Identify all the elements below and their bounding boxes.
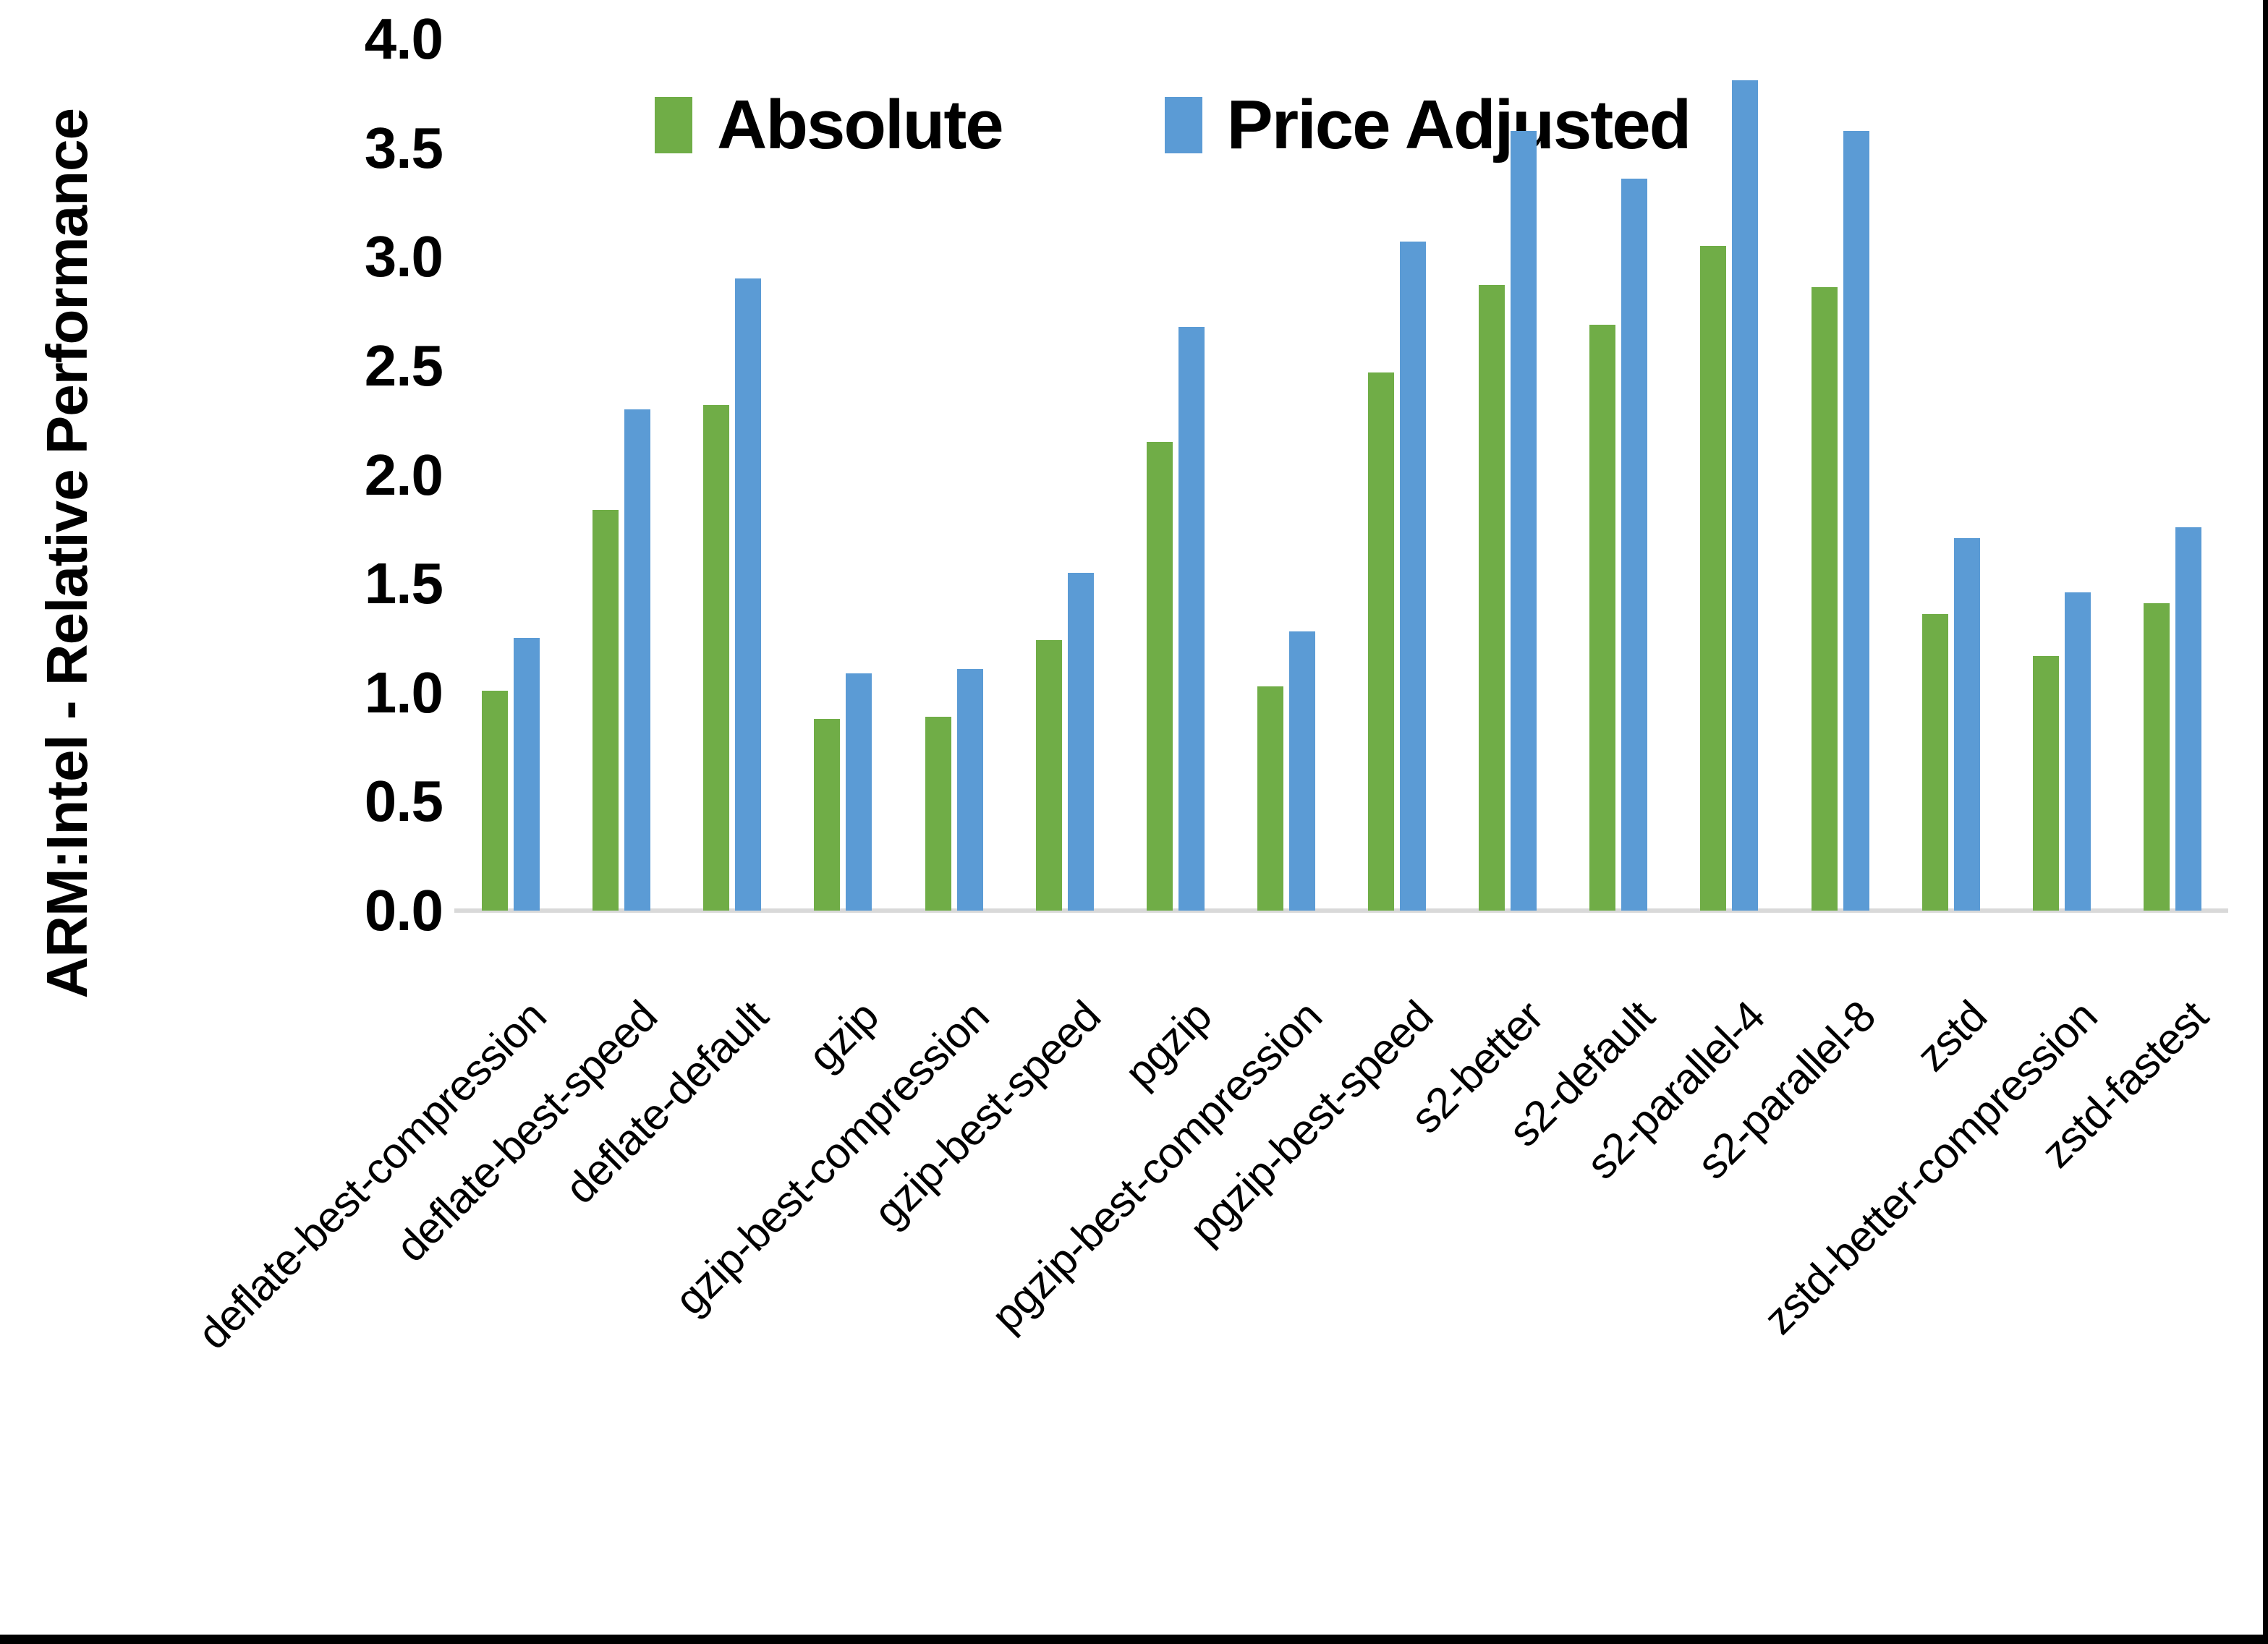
- bar-price-adjusted-s2-parallel-4: [1732, 80, 1758, 911]
- bar-absolute-s2-parallel-8: [1812, 287, 1838, 911]
- legend-label-price-adjusted: Price Adjusted: [1226, 86, 1692, 163]
- y-tick-label-2.0: 2.0: [364, 443, 443, 507]
- bar-price-adjusted-deflate-best-speed: [624, 409, 650, 911]
- y-tick-label-4.0: 4.0: [364, 7, 443, 71]
- bar-price-adjusted-deflate-default: [735, 278, 761, 911]
- x-category-label-zstd: zstd: [1907, 992, 1996, 1081]
- bar-absolute-deflate-best-compression: [482, 691, 508, 911]
- y-tick-label-1.5: 1.5: [364, 551, 443, 616]
- bar-absolute-pgzip-best-speed: [1368, 372, 1394, 911]
- y-axis-title: ARM:Intel - Relative Performance: [13, 22, 122, 1085]
- window-border-right: [2263, 0, 2268, 1644]
- bar-absolute-zstd: [1922, 614, 1948, 911]
- y-tick-label-2.5: 2.5: [364, 333, 443, 398]
- bar-absolute-pgzip: [1147, 442, 1173, 911]
- window-border-bottom: [0, 1635, 2268, 1644]
- bar-price-adjusted-zstd-better-compression: [2065, 592, 2091, 911]
- bar-absolute-gzip: [814, 719, 840, 911]
- bar-price-adjusted-gzip: [846, 673, 872, 911]
- bar-price-adjusted-pgzip-best-speed: [1400, 242, 1426, 911]
- y-tick-label-0.5: 0.5: [364, 769, 443, 833]
- bar-price-adjusted-pgzip-best-compression: [1289, 631, 1315, 911]
- bar-price-adjusted-pgzip: [1178, 327, 1205, 911]
- bar-price-adjusted-s2-default: [1621, 179, 1647, 911]
- legend-swatch-price-adjusted: [1164, 97, 1202, 153]
- x-category-label-pgzip: pgzip: [1115, 992, 1220, 1097]
- bar-absolute-zstd-better-compression: [2033, 656, 2059, 911]
- y-tick-label-3.5: 3.5: [364, 116, 443, 180]
- bar-absolute-s2-better: [1479, 285, 1505, 911]
- bar-absolute-pgzip-best-compression: [1257, 686, 1283, 911]
- legend-entry-price-adjusted: Price Adjusted: [1164, 85, 1692, 165]
- y-axis-title-text: ARM:Intel - Relative Performance: [35, 108, 99, 999]
- bar-absolute-deflate-default: [703, 405, 729, 911]
- bar-price-adjusted-s2-parallel-8: [1843, 131, 1869, 911]
- bar-absolute-zstd-fastest: [2144, 603, 2170, 911]
- y-tick-label-3.0: 3.0: [364, 224, 443, 289]
- bar-absolute-deflate-best-speed: [593, 510, 619, 911]
- x-axis-line: [454, 908, 2228, 913]
- bar-price-adjusted-zstd: [1954, 538, 1980, 911]
- legend-swatch-absolute: [655, 97, 692, 153]
- y-tick-label-0.0: 0.0: [364, 878, 443, 942]
- bar-price-adjusted-s2-better: [1511, 131, 1537, 911]
- bar-absolute-gzip-best-speed: [1036, 640, 1062, 911]
- bar-price-adjusted-gzip-best-compression: [957, 669, 983, 911]
- bar-price-adjusted-deflate-best-compression: [514, 638, 540, 911]
- legend: Absolute Price Adjusted: [655, 85, 1692, 165]
- y-tick-label-1.0: 1.0: [364, 660, 443, 725]
- legend-label-absolute: Absolute: [717, 86, 1004, 163]
- legend-entry-absolute: Absolute: [655, 85, 1004, 165]
- bar-absolute-gzip-best-compression: [925, 717, 951, 911]
- bar-price-adjusted-gzip-best-speed: [1068, 573, 1094, 911]
- x-category-label-gzip: gzip: [799, 992, 888, 1081]
- bar-absolute-s2-default: [1589, 325, 1615, 911]
- bar-absolute-s2-parallel-4: [1700, 246, 1726, 911]
- bar-price-adjusted-zstd-fastest: [2175, 527, 2201, 911]
